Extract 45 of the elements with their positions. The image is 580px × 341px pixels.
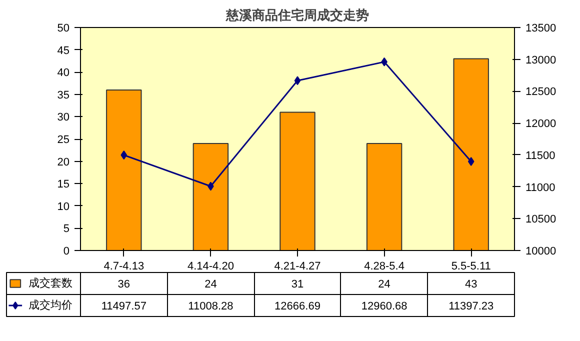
chart-title: 慈溪商品住宅周成交走势: [225, 8, 369, 22]
x-tick-label: 4.14-4.20: [187, 260, 234, 272]
point: [120, 150, 128, 160]
y-tick-label: 0: [63, 246, 70, 258]
x-tick-label: 5.5-5.11: [451, 260, 491, 272]
y-tick-label: 45: [57, 44, 70, 57]
y-tick-label: 10: [57, 200, 70, 213]
x-tick-label: 4.21-4.27: [274, 260, 321, 272]
data-label: 43: [464, 278, 478, 290]
y2-tick-label: 12500: [526, 86, 556, 98]
data-label: 24: [204, 278, 217, 290]
x-tick-label: 4.7-4.13: [104, 260, 144, 272]
y2-tick-label: 12000: [526, 118, 556, 130]
data-label: 11397.23: [448, 300, 494, 312]
bar: [280, 112, 316, 250]
y-tick-label: 25: [57, 134, 70, 146]
y-tick-label: 40: [57, 67, 70, 80]
y2-tick-label: 10500: [526, 214, 556, 226]
y2-tick-label: 13500: [526, 22, 556, 34]
data-label: 36: [118, 278, 130, 290]
data-label: 31: [291, 278, 304, 290]
y-tick-label: 50: [57, 22, 70, 34]
bar: [192, 142, 229, 250]
data-label: 11008.28: [188, 300, 234, 312]
y-tick-label: 5: [63, 223, 70, 236]
x-tick-label: 4.28-5.4: [364, 260, 404, 272]
data-label: 11497.57: [101, 300, 146, 312]
bar: [106, 89, 142, 250]
point: [468, 156, 474, 166]
legend-label: 成交均价: [28, 298, 73, 312]
y-tick-label: 15: [57, 178, 70, 191]
y2-tick-label: 13000: [526, 54, 556, 66]
y2-tick-label: 10000: [526, 246, 556, 258]
y2-tick-label: 11500: [526, 150, 556, 162]
y-tick-label: 20: [57, 156, 70, 168]
y-tick-label: 30: [57, 112, 70, 124]
data-label: 24: [378, 278, 390, 290]
bar: [366, 142, 402, 250]
y2-tick-label: 11000: [526, 182, 556, 194]
legend-label: 成交套数: [28, 276, 73, 290]
point: [294, 76, 301, 86]
data-label: 12666.69: [274, 300, 320, 312]
y-tick-label: 35: [57, 89, 70, 102]
data-label: 12960.68: [361, 300, 408, 312]
bar: [453, 58, 489, 250]
